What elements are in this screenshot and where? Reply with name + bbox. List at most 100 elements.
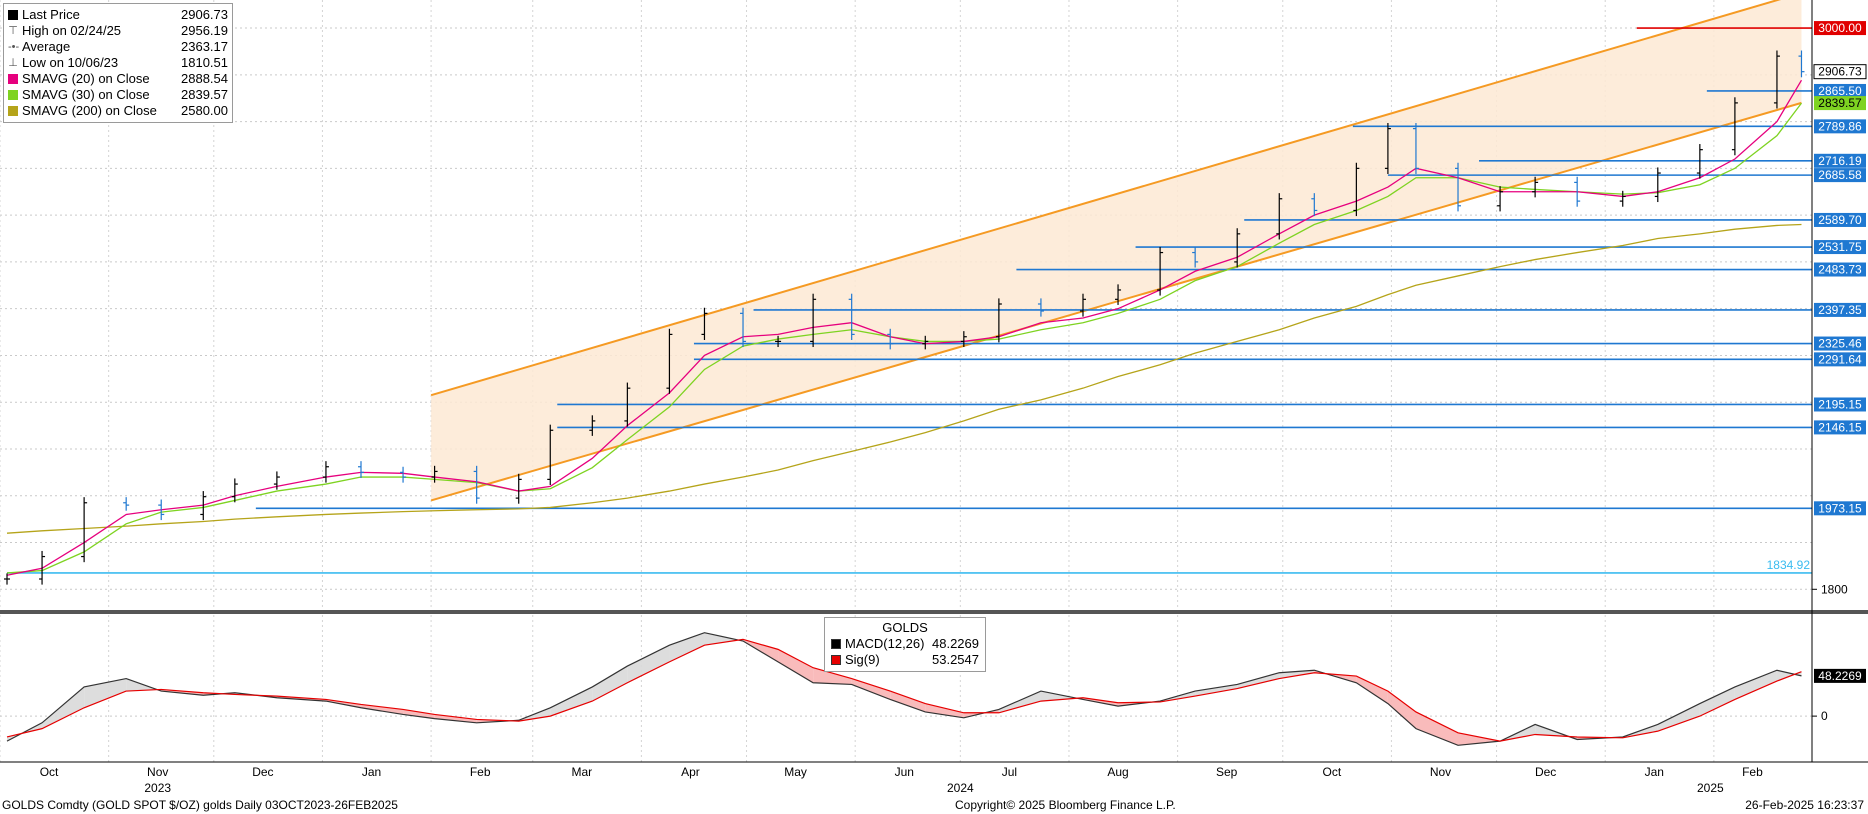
level-label: 3000.00: [1818, 21, 1862, 35]
macd-histogram-area: [851, 678, 891, 700]
level-tag: [1814, 119, 1866, 134]
macd-legend: GOLDS MACD(12,26) 48.2269 Sig(9) 53.2547: [824, 617, 986, 672]
level-tag: [1814, 262, 1866, 277]
level-label: 2483.73: [1818, 263, 1862, 277]
sma30-line: [6, 102, 1803, 574]
legend-item-macd: MACD(12,26) 48.2269: [831, 636, 979, 652]
level-label: 2397.35: [1818, 303, 1862, 317]
legend-value: 2839.57: [181, 87, 228, 102]
macd-histogram-area: [1237, 672, 1280, 689]
macd-histogram-area: [84, 678, 127, 708]
macd-histogram-area: [813, 667, 852, 685]
macd-y-tick-label: 0: [1821, 709, 1828, 723]
legend-label: Low on 10/06/23: [22, 55, 119, 70]
legend-value: 2906.73: [181, 7, 228, 22]
legend-value: 48.2269: [932, 636, 979, 651]
last-price-tag: [1813, 64, 1867, 80]
legend-item-high: ⊤ High on 02/24/25 2956.19: [8, 23, 228, 39]
macd-histogram-area: [592, 666, 628, 702]
legend-item-sma20: SMAVG (20) on Close 2888.54: [8, 71, 228, 87]
legend-label: MACD(12,26): [845, 636, 925, 651]
macd-histogram-area: [925, 703, 964, 718]
macd-histogram-area: [403, 709, 435, 719]
macd-histogram-area: [998, 691, 1041, 713]
channel-fill: [431, 0, 1802, 501]
price-bars[interactable]: [4, 50, 1805, 585]
macd-histogram-area: [434, 714, 477, 723]
sma200-line: [6, 223, 1802, 534]
sma200-swatch: [8, 106, 18, 116]
macd-histogram-area: [42, 686, 85, 729]
x-month-label: Oct: [1323, 765, 1342, 779]
legend-item-average: -•- Average 2363.17: [8, 39, 228, 55]
macd-histogram-area: [890, 691, 926, 712]
legend-item-signal: Sig(9) 53.2547: [831, 652, 979, 668]
trend-channel: [430, 0, 1802, 502]
macd-histogram-area: [1415, 711, 1459, 746]
legend-item-low: ⊥ Low on 10/06/23 1810.51: [8, 55, 228, 71]
footer-timestamp: 26-Feb-2025 16:23:37: [1745, 798, 1864, 812]
level-label: 2789.86: [1818, 119, 1862, 133]
price-legend: Last Price 2906.73 ⊤ High on 02/24/25 29…: [3, 3, 233, 123]
level-tag: [1814, 420, 1866, 435]
level-label: 1973.15: [1818, 501, 1862, 515]
macd-histogram-area: [1195, 684, 1238, 697]
macd-histogram-area: [1657, 703, 1700, 732]
level-label: 2865.50: [1818, 84, 1862, 98]
macd-histogram-area: [550, 686, 593, 717]
legend-label: SMAVG (200) on Close: [22, 103, 157, 118]
x-month-label: Apr: [681, 765, 700, 779]
level-label: 2291.64: [1818, 352, 1862, 366]
legend-value: 2363.17: [181, 39, 228, 54]
macd-legend-title: GOLDS: [882, 620, 928, 635]
macd-tag: [1814, 668, 1866, 683]
level-tag: [1814, 397, 1866, 412]
x-year-label: 2023: [144, 781, 171, 795]
x-year-label: 2024: [947, 781, 974, 795]
last-price-label: 2906.73: [1818, 65, 1862, 79]
level-tag: [1814, 168, 1866, 183]
x-month-label: Nov: [147, 765, 168, 779]
x-month-label: Sep: [1216, 765, 1238, 779]
macd-histogram-area: [360, 704, 404, 715]
footer-security-info: GOLDS Comdty (GOLD SPOT $/OZ) golds Dail…: [2, 798, 398, 812]
x-month-label: Jan: [362, 765, 381, 779]
macd-histogram-area: [778, 649, 814, 683]
legend-value: 53.2547: [932, 652, 979, 667]
level-tag: [1814, 153, 1866, 168]
macd-histogram-area: [1356, 676, 1388, 704]
macd-histogram-area: [627, 645, 670, 683]
level-label: 2195.15: [1818, 397, 1862, 411]
footer-copyright: Copyright© 2025 Bloomberg Finance L.P.: [955, 798, 1176, 812]
x-month-label: Aug: [1107, 765, 1128, 779]
level-tag: [1814, 352, 1866, 367]
last-price-swatch: [8, 10, 18, 20]
sma30-tag: [1814, 96, 1866, 111]
legend-item-last-price: Last Price 2906.73: [8, 7, 228, 23]
legend-value: 2956.19: [181, 23, 228, 38]
level-label: 2531.75: [1818, 240, 1862, 254]
level-tag: [1814, 83, 1866, 98]
signal-line: [6, 638, 1802, 742]
sma30-swatch: [8, 90, 18, 100]
axes: 1800 0 Oct Nov Dec Jan Feb Mar Apr May Jun Jul Aug Se…: [0, 0, 1868, 795]
level-label: 2716.19: [1818, 154, 1862, 168]
support-resistance-levels[interactable]: [7, 27, 1812, 574]
macd-histogram-area: [1699, 686, 1735, 717]
macd-histogram-area: [1387, 691, 1416, 729]
level-tag: [1814, 21, 1866, 36]
channel-lower-line: [430, 101, 1802, 502]
macd-histogram-area: [669, 632, 705, 662]
legend-label: SMAVG (20) on Close: [22, 71, 150, 86]
sma20-swatch: [8, 74, 18, 84]
average-marker-icon: -•-: [8, 41, 20, 53]
x-month-label: Mar: [571, 765, 592, 779]
moving-averages: [6, 79, 1803, 576]
legend-label: Last Price: [22, 7, 80, 22]
x-year-label: 2025: [1697, 781, 1724, 795]
x-month-label: May: [784, 765, 807, 779]
signal-swatch: [831, 655, 841, 665]
legend-label: SMAVG (30) on Close: [22, 87, 150, 102]
